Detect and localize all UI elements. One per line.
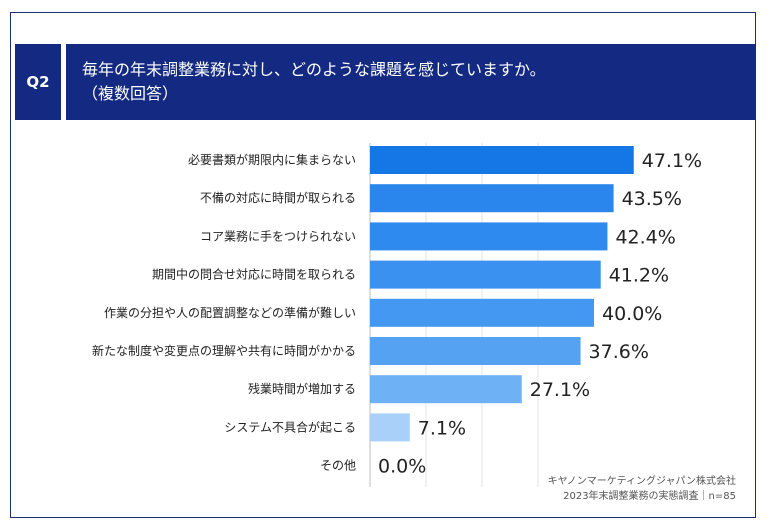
value-label: 47.1% — [642, 150, 702, 172]
value-label: 42.4% — [615, 226, 675, 248]
bar — [370, 375, 522, 404]
category-label: 期間中の問合せ対応に時間を取られる — [152, 267, 356, 282]
bar — [370, 413, 410, 442]
bar — [370, 184, 614, 213]
category-label: 作業の分担や人の配置調整などの準備が難しい — [104, 305, 356, 320]
question-title-line1: 毎年の年末調整業務に対し、どのような課題を感じていますか。 — [82, 60, 546, 79]
bar — [370, 222, 608, 251]
bar — [370, 298, 594, 327]
question-number-badge: Q2 — [15, 44, 61, 120]
bar — [370, 337, 581, 365]
category-label: 残業時間が増加する — [248, 381, 356, 396]
value-label: 41.2% — [609, 265, 669, 287]
source-note: キヤノンマーケティングジャパン株式会社 2023年末調整業務の実態調査｜n=85 — [436, 474, 736, 504]
question-number: Q2 — [26, 73, 50, 91]
value-label: 7.1% — [418, 417, 466, 439]
question-title: 毎年の年末調整業務に対し、どのような課題を感じていますか。 （複数回答） — [66, 44, 756, 120]
bar — [370, 260, 601, 289]
question-title-line2: （複数回答） — [82, 84, 179, 103]
source-line2: 2023年末調整業務の実態調査｜n=85 — [563, 491, 736, 502]
value-label: 27.1% — [530, 379, 590, 401]
category-label: 新たな制度や変更点の理解や共有に時間がかかる — [92, 343, 356, 358]
value-label: 43.5% — [622, 188, 682, 210]
value-label: 0.0% — [378, 456, 426, 478]
category-label: システム不具合が起こる — [224, 419, 356, 434]
value-label: 40.0% — [602, 303, 662, 325]
value-label: 37.6% — [589, 341, 649, 363]
bar — [370, 146, 634, 174]
category-label: 不備の対応に時間が取られる — [200, 190, 356, 205]
source-line1: キヤノンマーケティングジャパン株式会社 — [547, 476, 736, 487]
category-label: その他 — [320, 459, 356, 473]
category-label: コア業務に手をつけられない — [200, 229, 356, 243]
category-label: 必要書類が期限内に集まらない — [188, 152, 356, 167]
